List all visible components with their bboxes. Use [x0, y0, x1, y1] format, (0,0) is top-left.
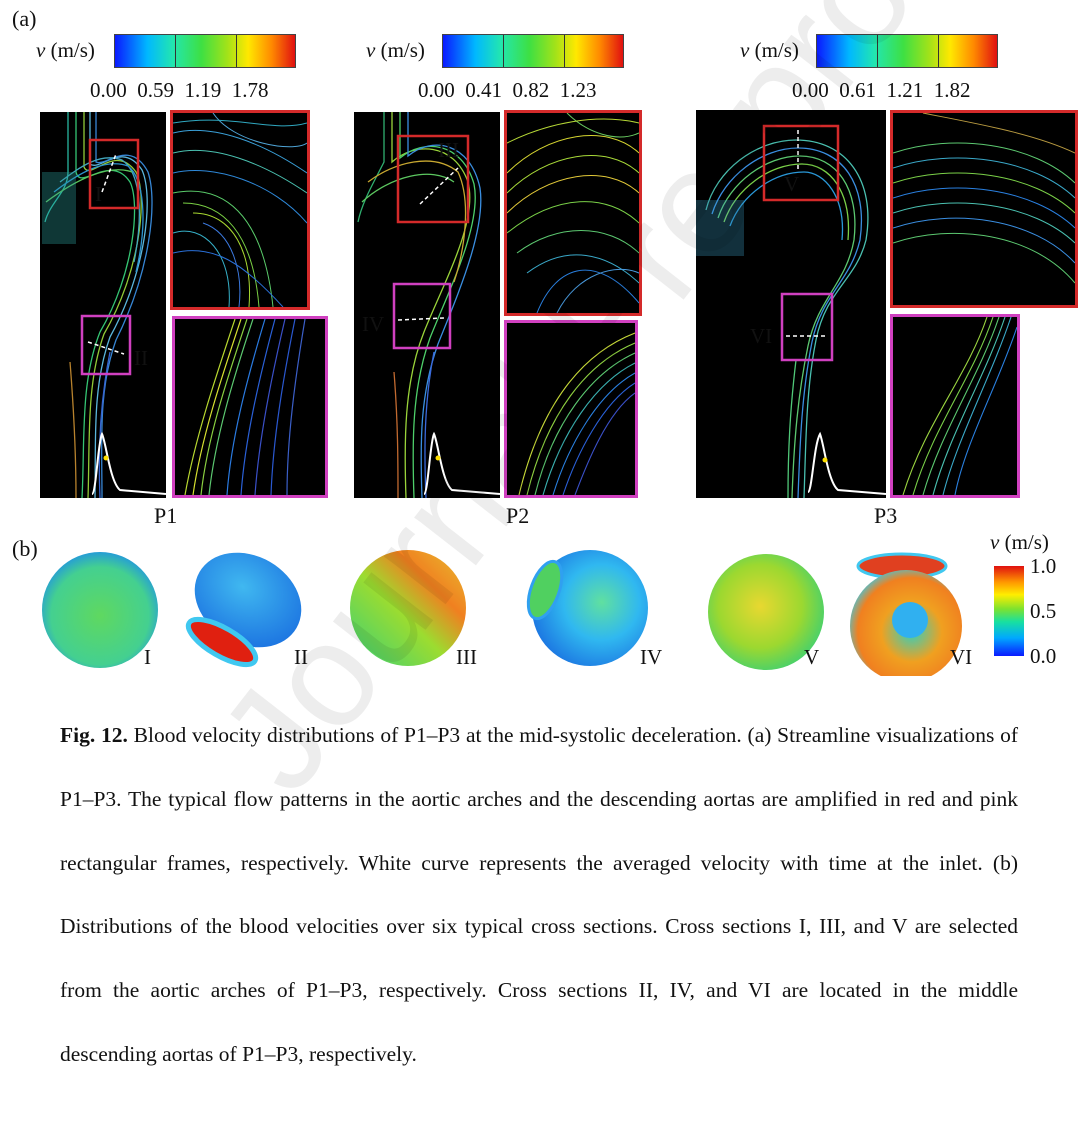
- zoom-descending-p1: [172, 316, 328, 498]
- caption-text: Blood velocity distributions of P1–P3 at…: [60, 723, 1019, 1066]
- colorbar-ticks: 0.00 0.61 1.21 1.82: [792, 78, 971, 102]
- colorbar-title: v (m/s): [366, 38, 425, 62]
- case-label-p3: P3: [874, 503, 898, 528]
- caption-label: Fig. 12.: [60, 723, 128, 747]
- section-label-V: V: [784, 172, 800, 196]
- zoom-arch-p3: [890, 110, 1078, 308]
- section-label-VI: VI: [750, 324, 773, 348]
- zoom-descending-p3: [890, 314, 1020, 498]
- legend-b-tick: 0.0: [1030, 644, 1057, 668]
- colorbar-gradient: [816, 34, 998, 68]
- section-label-I: I: [95, 182, 102, 206]
- streamline-panel-p1: [40, 112, 166, 498]
- section-label-III: III: [438, 138, 459, 162]
- panel-a-label: (a): [12, 6, 37, 31]
- case-label-p1: P1: [154, 503, 178, 528]
- case-label-p2: P2: [506, 503, 530, 528]
- legend-b-title: v (m/s): [990, 530, 1049, 554]
- colorbar-gradient: [442, 34, 624, 68]
- panel-b-label: (b): [12, 536, 38, 561]
- colorbar-title: v (m/s): [740, 38, 799, 62]
- cross-section-label-II: II: [294, 645, 308, 669]
- legend-b-gradient: [994, 566, 1024, 656]
- figure-caption: Fig. 12. Blood velocity distributions of…: [60, 704, 1018, 1087]
- zoom-descending-p2: [504, 320, 638, 498]
- colorbar-title: v (m/s): [36, 38, 95, 62]
- cross-section-label-I: I: [144, 645, 151, 669]
- cross-section-label-VI: VI: [950, 645, 973, 669]
- section-label-IV: IV: [362, 312, 385, 336]
- colorbar-ticks: 0.00 0.41 0.82 1.23: [418, 78, 597, 102]
- streamline-panel-p3: [696, 110, 886, 498]
- legend-b-tick: 1.0: [1030, 554, 1057, 578]
- colorbar-gradient: [114, 34, 296, 68]
- zoom-arch-p1: [170, 110, 310, 310]
- zoom-arch-p2: [504, 110, 642, 316]
- legend-b-tick: 0.5: [1030, 599, 1057, 623]
- cross-section-figures: [42, 550, 962, 676]
- cross-section-label-IV: IV: [640, 645, 663, 669]
- cross-section-label-III: III: [456, 645, 477, 669]
- colorbar-ticks: 0.00 0.59 1.19 1.78: [90, 78, 269, 102]
- streamline-panel-p2: [354, 112, 500, 498]
- section-label-II: II: [134, 346, 148, 370]
- cross-section-label-V: V: [804, 645, 820, 669]
